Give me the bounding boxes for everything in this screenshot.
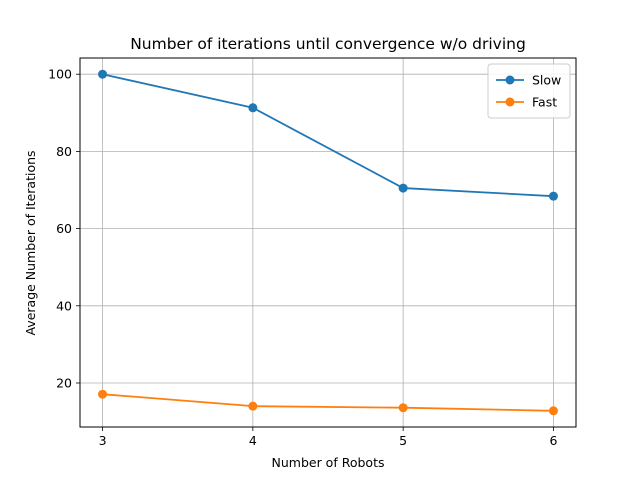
series-line-fast bbox=[102, 393, 554, 412]
series-fast bbox=[98, 389, 558, 416]
data-point-fast bbox=[98, 389, 108, 399]
y-tick-label: 20 bbox=[56, 375, 72, 390]
legend-swatch-marker bbox=[505, 75, 515, 85]
y-tick-label: 60 bbox=[56, 221, 72, 236]
chart-title: Number of iterations until convergence w… bbox=[130, 35, 526, 53]
legend-swatch-marker bbox=[505, 97, 515, 107]
y-axis-title: Average Number of Iterations bbox=[23, 150, 38, 335]
data-point-slow bbox=[398, 183, 408, 193]
plot-series bbox=[98, 69, 558, 416]
y-tick-label: 100 bbox=[48, 67, 72, 82]
legend-item: Slow bbox=[496, 73, 561, 88]
data-point-fast bbox=[548, 406, 558, 416]
series-slow bbox=[98, 69, 558, 201]
data-point-fast bbox=[398, 403, 408, 413]
axes: 3 4 5 6 20 40 60 80 100 bbox=[48, 67, 557, 448]
data-point-slow bbox=[98, 69, 108, 79]
legend-label: Fast bbox=[532, 95, 557, 110]
x-tick-label: 5 bbox=[399, 433, 407, 448]
data-point-slow bbox=[548, 191, 558, 201]
y-tick-label: 40 bbox=[56, 298, 72, 313]
grid bbox=[80, 58, 576, 427]
x-axis-title: Number of Robots bbox=[272, 455, 385, 470]
plot-frame bbox=[79, 57, 577, 428]
legend-item: Fast bbox=[496, 95, 557, 110]
x-tick-label: 3 bbox=[99, 433, 107, 448]
y-tick-label: 80 bbox=[56, 144, 72, 159]
data-point-slow bbox=[248, 103, 258, 113]
x-tick-label: 6 bbox=[549, 433, 557, 448]
series-line-slow bbox=[102, 73, 554, 198]
x-tick-label: 4 bbox=[249, 433, 257, 448]
legend: Slow Fast bbox=[487, 63, 571, 119]
legend-label: Slow bbox=[532, 73, 561, 88]
data-point-fast bbox=[248, 401, 258, 411]
